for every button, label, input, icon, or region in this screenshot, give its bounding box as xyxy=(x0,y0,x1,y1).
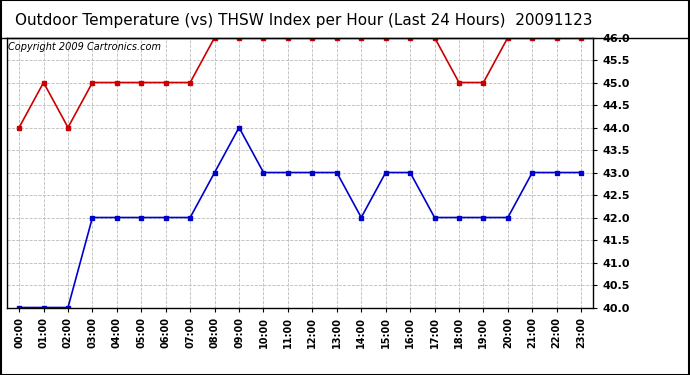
Text: Outdoor Temperature (vs) THSW Index per Hour (Last 24 Hours)  20091123: Outdoor Temperature (vs) THSW Index per … xyxy=(15,13,592,28)
Text: Copyright 2009 Cartronics.com: Copyright 2009 Cartronics.com xyxy=(8,42,161,51)
